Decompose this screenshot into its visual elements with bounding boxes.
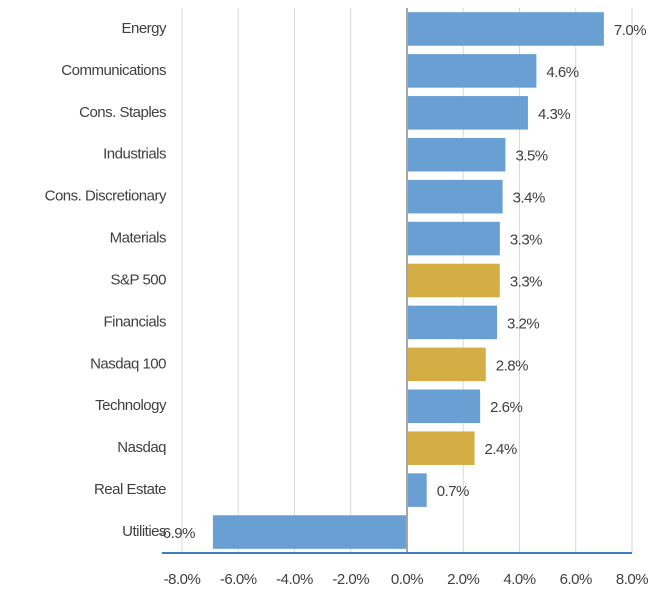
- category-label: Technology: [95, 397, 167, 414]
- x-tick-label: 8.0%: [616, 571, 648, 588]
- category-label: Nasdaq 100: [90, 355, 166, 372]
- bar: [407, 221, 500, 256]
- category-label: Materials: [110, 230, 166, 247]
- value-label: 4.3%: [538, 106, 570, 123]
- value-label: 7.0%: [614, 22, 646, 39]
- bar: [407, 431, 475, 465]
- x-tick-label: -6.0%: [220, 571, 257, 588]
- x-tick-label: -2.0%: [332, 571, 369, 588]
- x-tick-label: 2.0%: [447, 571, 479, 588]
- value-label: 4.6%: [546, 64, 578, 81]
- bar: [407, 137, 506, 172]
- category-label: Nasdaq: [117, 439, 166, 456]
- category-label: Industrials: [103, 146, 166, 163]
- bar: [407, 305, 497, 340]
- category-label: Cons. Discretionary: [45, 188, 167, 205]
- x-tick-label: 4.0%: [503, 571, 535, 588]
- value-label: 2.4%: [485, 441, 517, 458]
- category-label: Real Estate: [94, 481, 166, 498]
- bar: [407, 473, 427, 507]
- value-label: 3.5%: [515, 148, 547, 165]
- bar: [407, 263, 500, 298]
- category-label: Utilities: [122, 523, 166, 540]
- bar: [407, 12, 604, 46]
- category-label: Cons. Staples: [79, 104, 166, 121]
- x-tick-label: 6.0%: [560, 571, 592, 588]
- bar: [407, 54, 537, 88]
- x-tick-label: -4.0%: [276, 571, 313, 588]
- bar: [407, 179, 503, 214]
- value-label: 3.3%: [510, 273, 542, 290]
- value-label: 2.8%: [496, 357, 528, 374]
- category-label: Communications: [61, 62, 166, 79]
- bar: [212, 515, 407, 549]
- x-tick-label: 0.0%: [391, 571, 423, 588]
- value-label: 3.2%: [507, 315, 539, 332]
- value-label: 3.3%: [510, 232, 542, 249]
- x-tick-label: -8.0%: [164, 571, 201, 588]
- value-label: -6.9%: [158, 525, 195, 542]
- value-label: 0.7%: [437, 483, 469, 500]
- category-label: Energy: [121, 20, 167, 37]
- category-label: S&P 500: [111, 271, 167, 288]
- bar: [407, 96, 528, 130]
- bar: [407, 389, 481, 424]
- category-label: Financials: [103, 313, 166, 330]
- value-label: 2.6%: [490, 399, 522, 416]
- bar: [407, 347, 486, 382]
- value-label: 3.4%: [513, 190, 545, 207]
